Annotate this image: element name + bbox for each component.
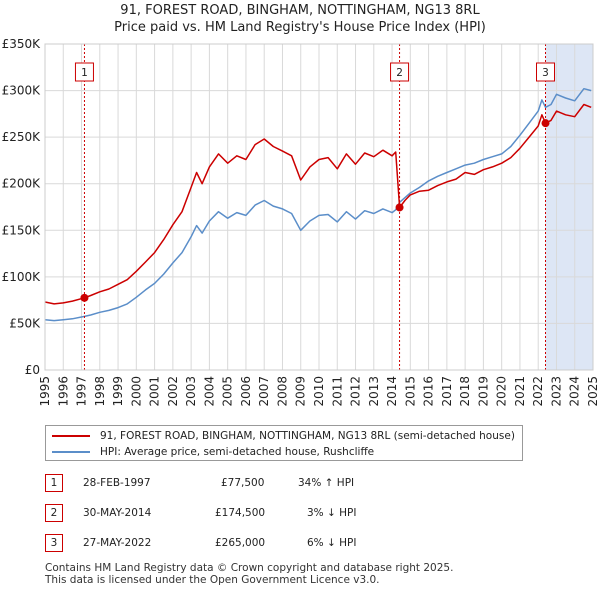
x-tick-label: 2005 xyxy=(221,376,235,407)
y-tick-label: £300K xyxy=(2,84,42,98)
sale-marker-box xyxy=(536,62,556,82)
y-tick-label: £0 xyxy=(25,363,40,377)
x-tick-label: 1996 xyxy=(56,376,70,407)
x-tick-label: 2007 xyxy=(257,376,271,407)
x-tick-label: 2019 xyxy=(476,376,490,407)
x-tick-label: 2014 xyxy=(385,376,399,407)
x-tick-label: 2023 xyxy=(549,376,563,407)
legend-label-hpi: HPI: Average price, semi-detached house,… xyxy=(100,446,375,458)
sale-hpi-change: 34% ↑ HPI xyxy=(298,477,355,489)
x-tick-label: 2003 xyxy=(184,376,198,407)
x-tick-label: 2017 xyxy=(440,376,454,407)
x-tick-label: 2009 xyxy=(294,376,308,407)
x-tick-label: 2021 xyxy=(513,376,527,407)
sale-date: 28-FEB-1997 xyxy=(83,477,151,489)
x-tick-label: 2002 xyxy=(166,376,180,407)
x-tick-label: 2015 xyxy=(403,376,417,407)
x-tick-label: 2004 xyxy=(202,376,216,407)
sale-price: £174,500 xyxy=(215,507,266,519)
price-paid-line xyxy=(44,103,592,305)
sale-row: 3 27-MAY-2022 £265,000 6% ↓ HPI xyxy=(45,534,525,554)
legend-swatch-hpi xyxy=(52,451,90,453)
footer: Contains HM Land Registry data © Crown c… xyxy=(45,562,453,586)
x-tick-label: 2013 xyxy=(367,376,381,407)
legend-label-price: 91, FOREST ROAD, BINGHAM, NOTTINGHAM, NG… xyxy=(100,430,515,442)
legend-item-price: 91, FOREST ROAD, BINGHAM, NOTTINGHAM, NG… xyxy=(52,428,515,444)
sale-price: £265,000 xyxy=(215,537,266,549)
price-chart: 1 2 3 £0 £50K £100K £150K £200K £250K £300K £350K… xyxy=(2,37,600,407)
x-tick-label: 2001 xyxy=(148,376,162,407)
y-tick-label: £200K xyxy=(2,177,42,191)
sale-marker-label: 1 xyxy=(81,67,88,79)
plot-frame xyxy=(44,43,594,371)
sale-number-badge: 2 xyxy=(45,504,63,522)
x-tick-label: 2016 xyxy=(422,376,436,407)
x-tick-label: 2011 xyxy=(330,376,344,407)
sale-point xyxy=(541,119,550,128)
sale-marker-label: 2 xyxy=(396,67,403,79)
sale-row: 1 28-FEB-1997 £77,500 34% ↑ HPI xyxy=(45,474,525,494)
x-tick-label: 2000 xyxy=(129,376,143,407)
footer-line-2: This data is licensed under the Open Gov… xyxy=(45,574,380,586)
sale-date: 30-MAY-2014 xyxy=(83,507,152,519)
title-line-1: 91, FOREST ROAD, BINGHAM, NOTTINGHAM, NG… xyxy=(120,3,480,18)
sale-date: 27-MAY-2022 xyxy=(83,537,152,549)
sale-number-badge: 3 xyxy=(45,534,63,552)
footer-line-1: Contains HM Land Registry data © Crown c… xyxy=(45,562,454,574)
y-tick-label: £50K xyxy=(9,316,41,330)
y-tick-label: £350K xyxy=(2,37,42,51)
y-tick-label: £150K xyxy=(2,223,42,237)
legend: 91, FOREST ROAD, BINGHAM, NOTTINGHAM, NG… xyxy=(45,425,523,461)
sale-marker-box xyxy=(390,62,410,82)
sale-point xyxy=(395,203,404,212)
x-tick-label: 1997 xyxy=(75,376,89,407)
shaded-region xyxy=(545,44,593,370)
x-tick-label: 2024 xyxy=(568,376,582,407)
x-tick-label: 2010 xyxy=(312,376,326,407)
x-tick-label: 1999 xyxy=(111,376,125,407)
y-tick-label: £250K xyxy=(2,130,42,144)
sale-hpi-change: 6% ↓ HPI xyxy=(307,537,357,549)
legend-item-hpi: HPI: Average price, semi-detached house,… xyxy=(52,444,374,460)
sale-price: £77,500 xyxy=(221,477,265,489)
title-line-2: Price paid vs. HM Land Registry's House … xyxy=(114,20,486,35)
sale-marker-box xyxy=(74,62,94,82)
chart-title: 91, FOREST ROAD, BINGHAM, NOTTINGHAM, NG… xyxy=(0,2,600,36)
x-tick-label: 2022 xyxy=(531,376,545,407)
x-tick-label: 1995 xyxy=(38,376,52,407)
x-tick-label: 2018 xyxy=(458,376,472,407)
x-tick-label: 2008 xyxy=(275,376,289,407)
sale-point xyxy=(80,293,89,302)
x-tick-label: 2020 xyxy=(495,376,509,407)
sale-row: 2 30-MAY-2014 £174,500 3% ↓ HPI xyxy=(45,504,525,524)
x-tick-label: 2012 xyxy=(349,376,363,407)
sale-hpi-change: 3% ↓ HPI xyxy=(307,507,357,519)
legend-swatch-price xyxy=(52,435,90,437)
hpi-line xyxy=(44,87,592,322)
x-tick-label: 2006 xyxy=(239,376,253,407)
x-tick-label: 2025 xyxy=(586,376,600,407)
sale-number-badge: 1 xyxy=(45,474,63,492)
x-tick-label: 1998 xyxy=(93,376,107,407)
y-tick-label: £100K xyxy=(2,270,42,284)
sale-marker-label: 3 xyxy=(542,67,549,79)
